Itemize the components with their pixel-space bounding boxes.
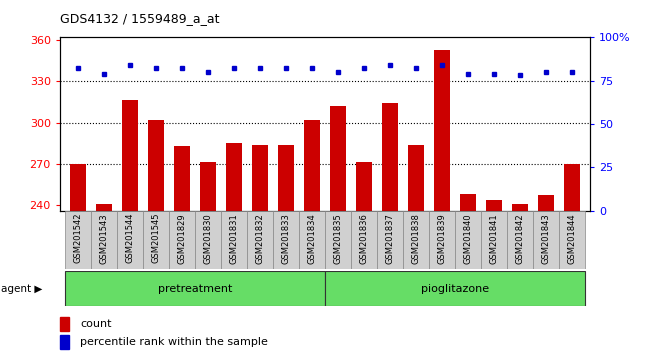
FancyBboxPatch shape bbox=[351, 211, 377, 269]
Bar bbox=[60, 335, 69, 349]
FancyBboxPatch shape bbox=[169, 211, 195, 269]
FancyBboxPatch shape bbox=[507, 211, 533, 269]
Text: percentile rank within the sample: percentile rank within the sample bbox=[81, 337, 268, 347]
FancyBboxPatch shape bbox=[65, 271, 325, 306]
Bar bbox=[460, 194, 476, 211]
FancyBboxPatch shape bbox=[455, 211, 481, 269]
Text: GSM201841: GSM201841 bbox=[489, 213, 499, 264]
Text: GSM201543: GSM201543 bbox=[99, 213, 109, 264]
Text: pretreatment: pretreatment bbox=[158, 284, 232, 293]
FancyBboxPatch shape bbox=[481, 211, 507, 269]
Text: GSM201831: GSM201831 bbox=[229, 213, 239, 264]
FancyBboxPatch shape bbox=[559, 211, 585, 269]
Bar bbox=[538, 195, 554, 211]
Text: pioglitazone: pioglitazone bbox=[421, 284, 489, 293]
Text: GSM201839: GSM201839 bbox=[437, 213, 447, 264]
FancyBboxPatch shape bbox=[377, 211, 403, 269]
Bar bbox=[408, 144, 424, 211]
Text: GSM201838: GSM201838 bbox=[411, 213, 421, 264]
FancyBboxPatch shape bbox=[143, 211, 169, 269]
Text: GSM201832: GSM201832 bbox=[255, 213, 265, 264]
Text: GDS4132 / 1559489_a_at: GDS4132 / 1559489_a_at bbox=[60, 12, 219, 25]
Text: GSM201844: GSM201844 bbox=[567, 213, 577, 264]
Bar bbox=[382, 103, 398, 211]
Text: GSM201842: GSM201842 bbox=[515, 213, 525, 264]
Text: GSM201837: GSM201837 bbox=[385, 213, 395, 264]
Bar bbox=[486, 200, 502, 211]
Bar bbox=[278, 144, 294, 211]
Bar bbox=[564, 164, 580, 211]
Bar bbox=[70, 164, 86, 211]
FancyBboxPatch shape bbox=[273, 211, 299, 269]
Text: GSM201843: GSM201843 bbox=[541, 213, 551, 264]
Text: GSM201829: GSM201829 bbox=[177, 213, 187, 264]
FancyBboxPatch shape bbox=[325, 211, 351, 269]
FancyBboxPatch shape bbox=[247, 211, 273, 269]
Text: GSM201840: GSM201840 bbox=[463, 213, 473, 264]
Text: GSM201834: GSM201834 bbox=[307, 213, 317, 264]
FancyBboxPatch shape bbox=[65, 211, 91, 269]
Text: count: count bbox=[81, 319, 112, 329]
Bar bbox=[304, 120, 320, 211]
Text: GSM201545: GSM201545 bbox=[151, 213, 161, 263]
Text: agent ▶: agent ▶ bbox=[1, 284, 43, 293]
Bar bbox=[512, 204, 528, 211]
Bar bbox=[226, 143, 242, 211]
Bar bbox=[122, 101, 138, 211]
Text: GSM201830: GSM201830 bbox=[203, 213, 213, 264]
Text: GSM201542: GSM201542 bbox=[73, 213, 83, 263]
Bar bbox=[330, 106, 346, 211]
Text: GSM201833: GSM201833 bbox=[281, 213, 291, 264]
Bar bbox=[434, 50, 450, 211]
FancyBboxPatch shape bbox=[221, 211, 247, 269]
FancyBboxPatch shape bbox=[299, 211, 325, 269]
FancyBboxPatch shape bbox=[533, 211, 559, 269]
Text: GSM201835: GSM201835 bbox=[333, 213, 343, 264]
Bar bbox=[200, 162, 216, 211]
Bar bbox=[252, 144, 268, 211]
Text: GSM201544: GSM201544 bbox=[125, 213, 135, 263]
FancyBboxPatch shape bbox=[117, 211, 143, 269]
FancyBboxPatch shape bbox=[429, 211, 455, 269]
FancyBboxPatch shape bbox=[91, 211, 117, 269]
FancyBboxPatch shape bbox=[403, 211, 429, 269]
FancyBboxPatch shape bbox=[325, 271, 585, 306]
Bar bbox=[174, 146, 190, 211]
Bar bbox=[148, 120, 164, 211]
Bar bbox=[356, 162, 372, 211]
FancyBboxPatch shape bbox=[195, 211, 221, 269]
Text: GSM201836: GSM201836 bbox=[359, 213, 369, 264]
Bar bbox=[96, 204, 112, 211]
Bar bbox=[60, 317, 69, 331]
